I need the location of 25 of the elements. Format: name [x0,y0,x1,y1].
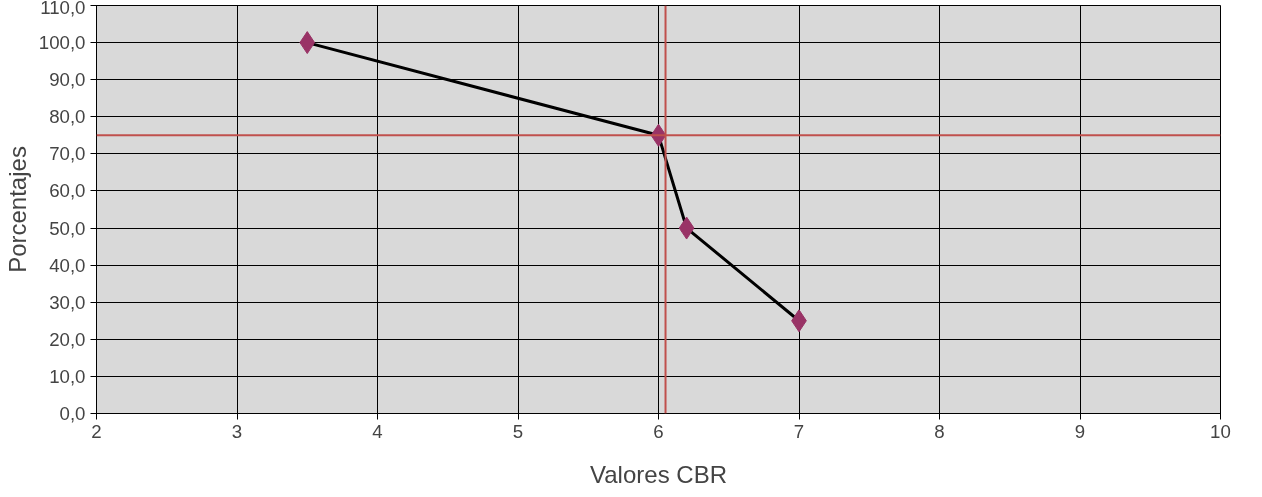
y-tick-label: 80,0 [49,106,86,128]
y-tick-label: 100,0 [38,32,86,54]
y-tick-label: 50,0 [49,217,86,239]
y-tick-label: 70,0 [49,143,86,165]
y-tick-label: 90,0 [49,69,86,91]
point [678,216,695,240]
y-axis-title: Porcentajes [3,146,31,273]
x-tick-label: 10 [1210,420,1231,442]
x-tick-label: 7 [793,420,805,442]
x-tick-label: 6 [653,420,664,442]
y-tick-label: 30,0 [49,291,86,313]
x-tick-label: 4 [372,420,383,442]
x-tick-label: 9 [1074,420,1086,442]
x-tick-label: 8 [934,420,945,442]
y-tick-label: 60,0 [49,180,86,202]
y-tick-label: 0,0 [59,403,86,424]
y-tick-label: 10,0 [49,365,86,387]
y-tick-label: 40,0 [49,254,86,276]
y-tick-label: 20,0 [49,328,86,350]
point [299,31,316,55]
x-axis-title: Valores CBR [590,460,727,488]
y-tick-label: 110,0 [40,0,86,18]
x-tick-label: 2 [91,420,102,442]
x-tick-label: 3 [231,420,243,442]
x-tick-label: 5 [512,420,524,442]
